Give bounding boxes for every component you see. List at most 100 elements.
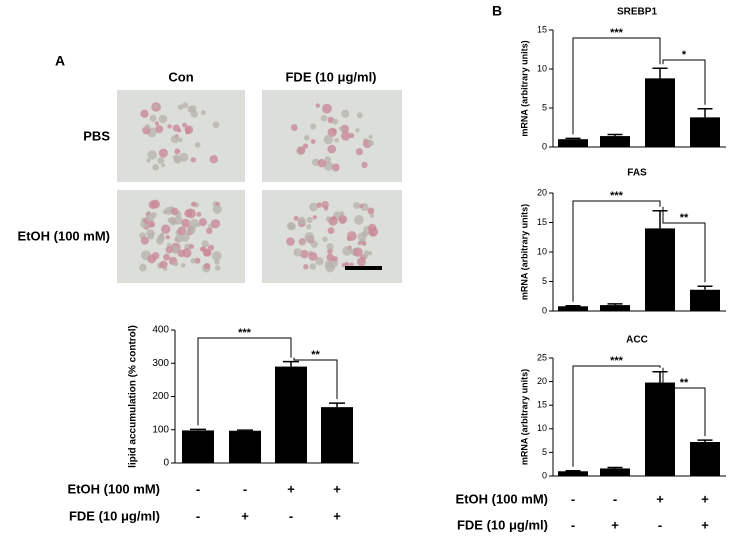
cell [326,243,334,251]
cell [312,215,317,220]
cell [290,124,298,131]
cell [324,156,332,163]
treatment-sign: + [611,517,619,532]
cell [348,132,355,139]
cell [212,121,220,129]
cell [165,246,173,254]
cell [196,211,202,217]
cell [148,220,156,228]
y-tick-label: 20 [537,376,547,386]
significance-label: ** [680,377,689,389]
significance-bracket [662,206,706,283]
bar [690,442,720,476]
cell [320,115,328,122]
y-tick-label: 5 [542,447,547,457]
y-tick-label: 100 [152,424,169,435]
cell [191,201,197,207]
cell [212,204,222,214]
cell [211,251,222,261]
cell [167,124,172,129]
cell [149,114,157,122]
y-tick-label: 10 [537,246,547,256]
error-bar [697,285,713,290]
treatment-sign: + [241,508,249,523]
treatment-sign: + [701,491,709,506]
significance-bracket [293,357,338,400]
bar [690,289,720,311]
y-tick-label: 10 [537,423,547,433]
error-bar [283,360,299,367]
significance-label: ** [311,349,320,361]
cell [354,214,364,225]
cell [342,246,352,256]
cell [326,253,334,262]
cell [159,233,164,238]
cell [293,248,302,257]
cell [356,112,363,119]
significance-label: *** [610,190,624,202]
cell [139,263,147,272]
cell [297,146,306,155]
y-tick-label: 0 [163,458,169,469]
cell [370,231,375,237]
cell [171,207,179,216]
cell [166,242,172,248]
cell [200,110,206,116]
y-axis-label: mRNA (arbitrary units) [519,40,529,136]
cell [147,150,157,160]
cell [153,103,158,109]
cell [146,229,155,238]
cell [140,109,149,118]
cell [177,137,183,143]
treatment-sign: - [571,491,575,506]
row-label: EtOH (100 mM) [18,228,110,243]
cell [367,250,373,256]
cell [303,263,309,270]
cell [159,260,168,269]
significance-bracket [572,200,661,302]
cell [317,158,326,168]
cell [306,224,312,230]
cell [332,256,338,262]
error-bar [697,439,713,443]
cell [214,259,220,265]
error-bar [565,137,581,140]
cell [201,246,207,252]
cell [286,222,296,231]
micrograph [117,90,245,182]
panel-label: A [55,53,65,69]
cell [306,216,313,224]
cell [140,236,149,245]
bar [645,228,675,311]
error-bar [190,428,206,431]
cell [367,207,375,215]
cell [146,158,151,163]
bar [182,430,214,463]
significance-label: *** [610,27,624,39]
cell [327,127,337,138]
cell [174,234,183,243]
cell [210,219,221,229]
cell [169,217,177,226]
cell [194,142,201,148]
cell [179,152,189,162]
micrographs [117,90,402,283]
cell [361,161,368,168]
cell [361,241,367,246]
bar [558,306,588,311]
y-tick-label: 0 [542,305,547,315]
cell [300,249,309,259]
cell [353,202,360,209]
cell [355,148,363,156]
error-bar [607,466,623,469]
y-tick-label: 5 [542,276,547,286]
cell [310,123,317,130]
bar [645,78,675,147]
cell [355,128,360,133]
y-tick-label: 400 [152,325,169,336]
cell [198,218,207,227]
bar [600,305,630,311]
cell [158,148,168,158]
cell [154,121,159,126]
treatment-sign: - [196,481,200,496]
